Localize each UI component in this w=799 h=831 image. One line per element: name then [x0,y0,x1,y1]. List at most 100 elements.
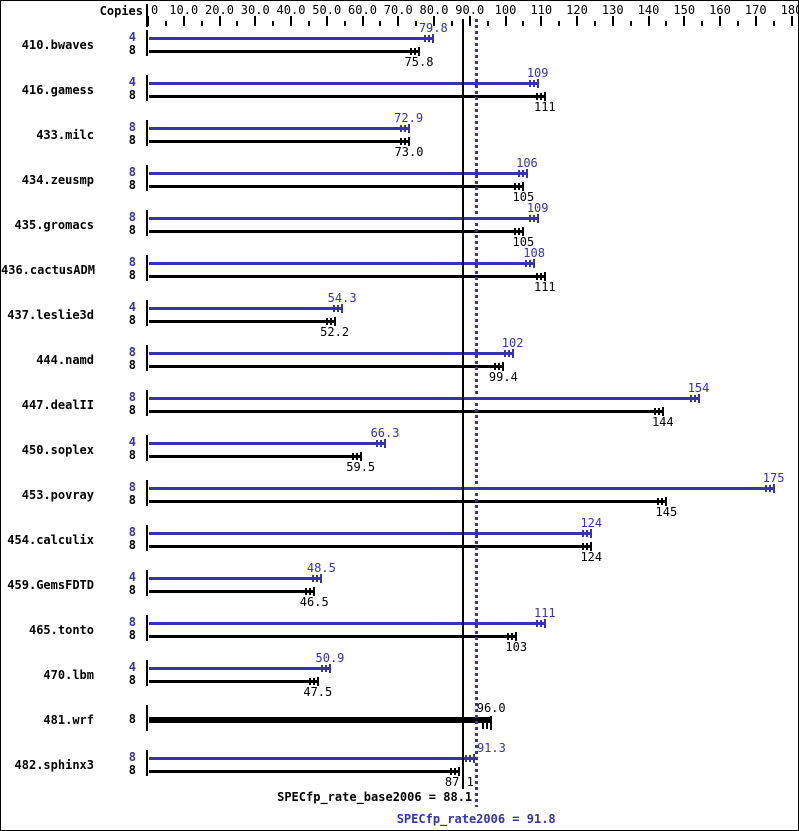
bar-base [149,410,663,413]
bar-peak [149,217,538,220]
x-axis-major-tick [540,16,543,26]
run-tick [653,408,656,415]
copies-value-base: 8 [128,673,136,687]
bar-end-cap [328,664,331,673]
bar-end-cap [697,394,700,403]
run-tick [399,138,402,145]
run-tick [305,588,308,595]
benchmark-label: 450.soplex [21,443,94,457]
bar-end-cap [333,317,336,326]
bar-value-label-base: 52.2 [320,325,350,339]
run-tick [333,305,336,312]
bar-base [149,50,419,53]
run-tick [351,453,354,460]
run-tick [454,768,457,775]
x-axis-tick-label: 100 [494,3,517,17]
copies-value-base: 8 [128,583,136,597]
benchmark-label: 434.zeusmp [21,173,94,187]
x-axis-major-tick [182,16,185,26]
run-tick [507,350,510,357]
group-axis-line [146,120,148,146]
bar-end-cap [313,587,316,596]
bar-value-label-base: 103 [505,640,528,654]
bar-value-label-peak: 91.3 [476,741,506,755]
run-tick [582,543,585,550]
bar-base [149,717,492,723]
group-axis-line [146,390,148,416]
run-tick [586,530,589,537]
run-tick [312,678,315,685]
x-axis-minor-tick [736,21,739,26]
bar-end-cap [772,484,775,493]
bar-value-label-peak: 66.3 [370,426,400,440]
copies-value-base: 8 [128,178,136,192]
bar-end-cap [511,349,514,358]
run-tick [486,717,489,729]
group-axis-line [146,525,148,551]
x-axis-minor-tick [629,21,632,26]
copies-value-base: 8 [128,448,136,462]
x-axis-tick-label: 30.0 [240,3,270,17]
x-axis-major-tick [218,16,221,26]
peak-summary-label: SPECfp_rate2006 = 91.8 [396,812,556,826]
copies-value-base: 8 [128,358,136,372]
bar-peak [149,622,545,625]
bar-value-label-base: 145 [655,505,678,519]
bar-base [149,455,361,458]
copies-value-base: 8 [128,43,136,57]
bar-value-label-base: 111 [533,280,556,294]
bar-end-cap [536,79,539,88]
run-tick [428,35,431,42]
run-tick [399,125,402,132]
copies-value-peak: 8 [128,120,136,134]
run-tick [320,665,323,672]
bar-base [149,275,545,278]
benchmark-label: 436.cactusADM [1,263,95,277]
copies-value-peak: 8 [128,345,136,359]
bar-peak [149,577,322,580]
bar-value-label-peak: 79.8 [418,21,448,35]
bar-value-label-base: 105 [512,235,535,249]
benchmark-label: 433.milc [36,128,94,142]
bar-value-label-peak: 109 [526,66,549,80]
bar-end-cap [490,716,493,730]
bar-value-label-peak: 48.5 [306,561,336,575]
run-tick [514,183,517,190]
bar-peak [149,442,386,445]
copies-value-peak: 8 [128,615,136,629]
bar-peak [149,127,409,130]
x-axis-tick-label: 180 [780,3,798,17]
bar-end-cap [458,767,461,776]
run-tick [661,498,664,505]
copies-header-label: Copies [99,4,143,18]
benchmark-label: 410.bwaves [21,38,94,52]
copies-value-base: 8 [128,223,136,237]
bar-end-cap [359,452,362,461]
bar-value-label-base: 96.0 [476,701,506,715]
copies-value-base: 8 [128,88,136,102]
copies-value-peak: 8 [128,525,136,539]
bar-end-cap [590,542,593,551]
x-axis-minor-tick [415,21,418,26]
bar-peak [149,667,330,670]
x-axis-major-tick [290,16,292,26]
bar-end-cap [320,574,323,583]
bar-end-cap [665,497,668,506]
copies-value-base: 8 [128,538,136,552]
copies-value-peak: 4 [128,30,136,44]
x-axis-minor-tick [486,21,489,26]
group-axis-line [146,480,148,506]
bar-end-cap [316,677,319,686]
run-tick [586,543,589,550]
bar-end-cap [417,47,420,56]
run-tick [312,575,315,582]
x-axis-minor-tick [665,21,668,26]
benchmark-label: 470.lbm [43,668,94,682]
x-axis-major-tick [325,16,328,26]
x-axis-minor-tick [450,21,453,26]
run-tick [535,620,538,627]
x-axis-major-tick [504,16,507,26]
bar-end-cap [661,407,664,416]
copies-value-peak: 4 [128,75,136,89]
run-tick [465,755,468,762]
